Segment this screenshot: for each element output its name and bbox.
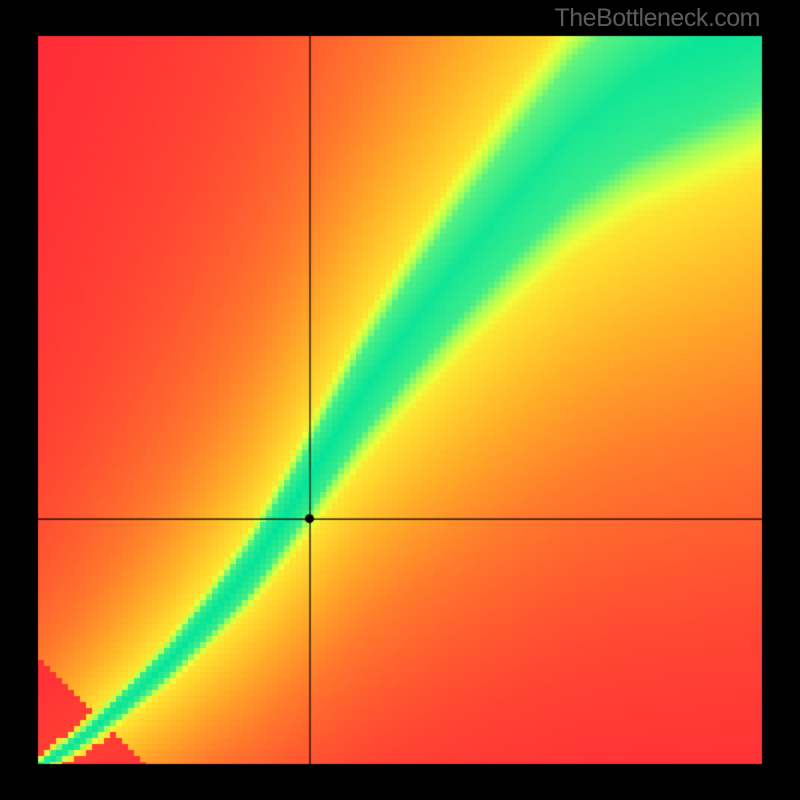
watermark-text: TheBottleneck.com [555,4,761,33]
chart-container: TheBottleneck.com [0,0,800,800]
heatmap-canvas [0,0,800,800]
